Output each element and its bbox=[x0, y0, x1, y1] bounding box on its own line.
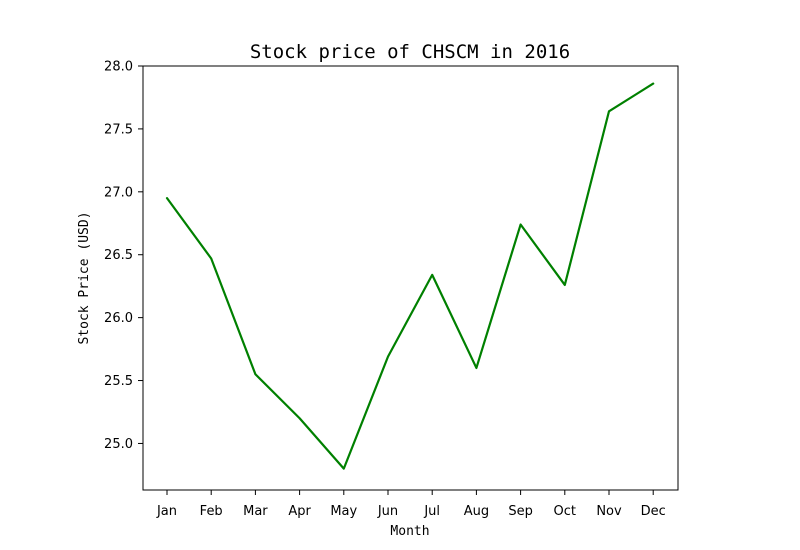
plot-area: Jan Feb Mar Apr May Jun Jul Aug Sep Oct Nov Dec 25.0… bbox=[104, 60, 679, 519]
y-tick-label: 26.0 bbox=[104, 311, 133, 326]
plot-frame bbox=[142, 65, 679, 491]
x-tick-label: Nov bbox=[596, 504, 622, 519]
x-tick-label: Jul bbox=[423, 504, 440, 519]
x-tick-label: Dec bbox=[641, 504, 666, 519]
x-tick-label: Jan bbox=[156, 504, 177, 519]
x-tick-label: May bbox=[330, 504, 357, 519]
x-tick-label: Feb bbox=[200, 504, 223, 519]
x-axis-label: Month bbox=[390, 524, 429, 539]
y-tick-label: 27.0 bbox=[104, 185, 133, 200]
x-tick-label: Oct bbox=[554, 504, 576, 519]
x-tick-label: Apr bbox=[288, 504, 311, 519]
x-tick-label: Sep bbox=[508, 504, 533, 519]
x-tick-label: Mar bbox=[243, 504, 268, 519]
y-tick-label: 27.5 bbox=[104, 122, 133, 137]
y-tick-label: 26.5 bbox=[104, 248, 133, 263]
y-tick-label: 28.0 bbox=[104, 60, 133, 75]
chart-title: Stock price of CHSCM in 2016 bbox=[250, 41, 570, 63]
series-line bbox=[165, 82, 655, 470]
x-tick-label: Aug bbox=[464, 504, 489, 519]
y-axis-label: Stock Price (USD) bbox=[77, 211, 92, 344]
y-tick-label: 25.0 bbox=[104, 437, 133, 452]
y-tick-label: 25.5 bbox=[104, 374, 133, 389]
x-tick-label: Jun bbox=[377, 504, 398, 519]
